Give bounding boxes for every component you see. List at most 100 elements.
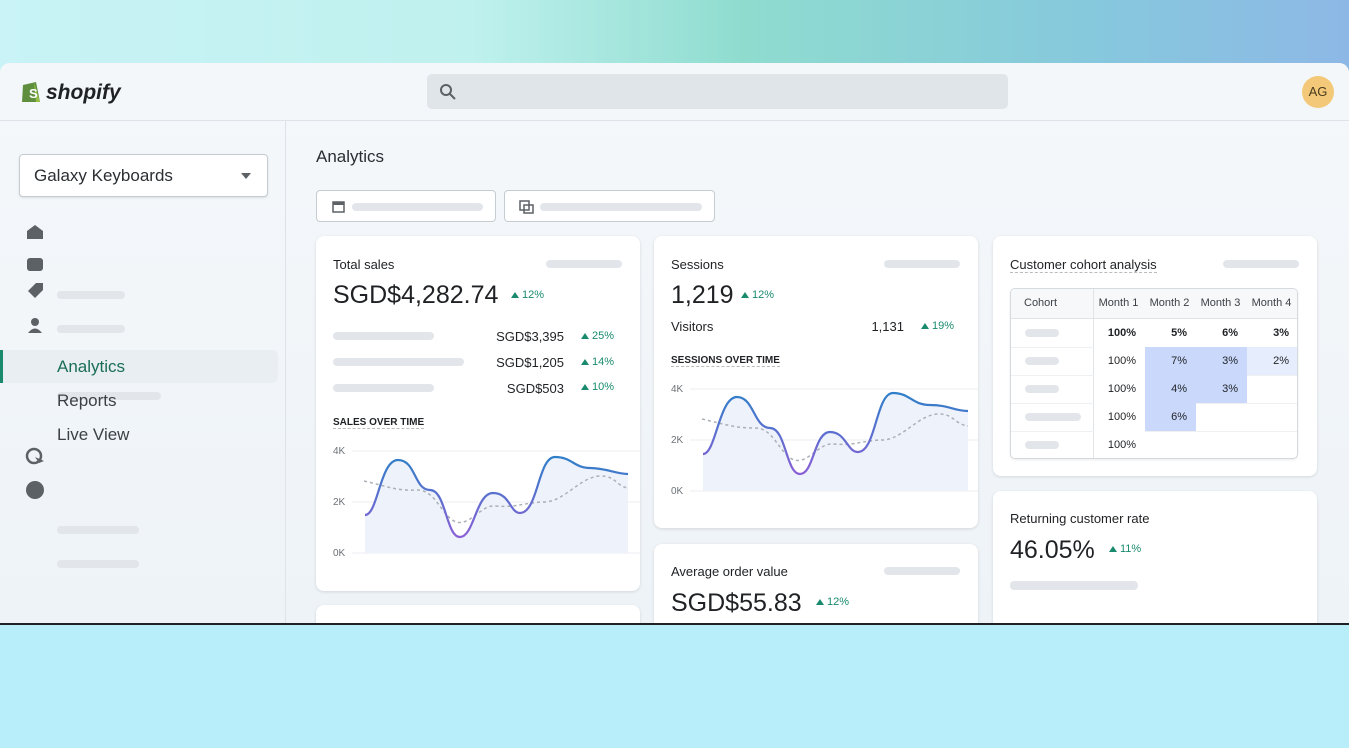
- app-window: S shopify AG Galaxy Keyboards Analytics …: [0, 63, 1349, 624]
- metric-change: 12%: [741, 289, 774, 301]
- metric-change: 12%: [511, 289, 544, 301]
- nav-placeholder: [57, 291, 125, 299]
- search-icon: [440, 84, 456, 100]
- visitors-change: 19%: [921, 320, 954, 332]
- nav-item[interactable]: Analytics: [57, 357, 126, 376]
- metric-value: 46.05%: [1010, 536, 1095, 564]
- nav-placeholder: [57, 325, 125, 333]
- cohort-cell: 100%: [1094, 431, 1145, 458]
- row-placeholder: [1025, 357, 1059, 365]
- visitors-value: 1,131: [871, 319, 904, 334]
- row-placeholder: [1025, 385, 1059, 393]
- compare-filter[interactable]: [504, 190, 715, 222]
- column-header: Month 2: [1144, 289, 1195, 318]
- cohort-cell: 6%: [1196, 319, 1247, 347]
- y-tick-label: 4K: [333, 446, 346, 457]
- metric-value: SGD$4,282.74: [333, 281, 499, 309]
- cohort-cell: 100%: [1094, 403, 1145, 431]
- avatar[interactable]: AG: [1302, 76, 1334, 108]
- row-change: 25%: [581, 330, 614, 342]
- sessions-card: Sessions 1,219 12% Visitors 1,131 19% SE…: [654, 236, 978, 528]
- row-value: SGD$1,205: [496, 355, 564, 370]
- dropdown-arrow: [241, 173, 251, 179]
- svg-text:S: S: [29, 86, 38, 101]
- logo: shopify: [46, 81, 121, 104]
- nav-item[interactable]: Reports: [57, 391, 117, 410]
- column-header: Cohort: [1011, 289, 1093, 318]
- cohort-cell: 3%: [1196, 347, 1247, 375]
- cohort-cell: 7%: [1145, 347, 1196, 375]
- search-bar[interactable]: [427, 74, 1008, 109]
- y-tick-label: 0K: [333, 548, 346, 559]
- row-placeholder: [1025, 413, 1081, 421]
- nav-placeholder: [57, 526, 139, 534]
- nav-active[interactable]: [0, 350, 278, 383]
- store-name: Galaxy Keyboards: [34, 166, 173, 185]
- row-placeholder: [1025, 329, 1059, 337]
- returning-card: Returning customer rate 46.05% 11%: [993, 491, 1317, 624]
- row-value: SGD$503: [506, 381, 564, 396]
- cohort-table: Cohort Month 1 Month 2 Month 3 Month 4 100% 5%…: [1010, 288, 1298, 459]
- aov-card: Average order value SGD$55.83 12%: [654, 544, 978, 624]
- cohort-cell: 3%: [1196, 375, 1247, 403]
- row-change: 10%: [581, 381, 614, 393]
- cohort-cell: 100%: [1094, 347, 1145, 375]
- cohort-cell: 5%: [1145, 319, 1196, 347]
- row-change: 14%: [581, 356, 614, 368]
- page-title: Analytics: [316, 147, 385, 166]
- chart-title: SALES OVER TIME: [333, 417, 425, 429]
- cohort-cell: 3%: [1247, 319, 1297, 347]
- metric-change: 12%: [816, 596, 849, 608]
- cohort-cell: 100%: [1094, 319, 1145, 347]
- nav-item[interactable]: Live View: [57, 425, 130, 444]
- divider: [0, 623, 1349, 625]
- sidebar: Galaxy Keyboards Analytics Reports Live …: [0, 121, 286, 624]
- card-title: Total sales: [333, 257, 395, 272]
- cohort-cell: 4%: [1145, 375, 1196, 403]
- y-tick-label: 2K: [671, 435, 684, 446]
- placeholder: [546, 260, 622, 268]
- header: S shopify AG: [0, 63, 1349, 121]
- date-filter[interactable]: [316, 190, 496, 222]
- visitors-label: Visitors: [671, 319, 714, 334]
- row-value: SGD$3,395: [496, 329, 564, 344]
- metric-change: 11%: [1109, 543, 1141, 555]
- placeholder: [333, 384, 434, 392]
- chart-title: SESSIONS OVER TIME: [671, 355, 780, 367]
- table-rule: [1011, 431, 1297, 432]
- metric-value: SGD$55.83: [671, 589, 802, 617]
- card-title: Customer cohort analysis: [1010, 257, 1157, 273]
- column-header: Month 4: [1246, 289, 1297, 318]
- store-select[interactable]: Galaxy Keyboards: [19, 154, 268, 197]
- sales-chart: [352, 450, 640, 554]
- cohort-cell: 100%: [1094, 375, 1145, 403]
- card-title: Returning customer rate: [1010, 511, 1150, 526]
- nav-placeholder: [57, 392, 161, 400]
- placeholder: [1010, 581, 1138, 590]
- placeholder: [884, 260, 960, 268]
- card-title: Sessions: [671, 257, 724, 272]
- y-tick-label: 4K: [671, 384, 684, 395]
- nav-placeholder: [57, 560, 139, 568]
- card-title: Average order value: [671, 564, 788, 579]
- placeholder: [1223, 260, 1299, 268]
- column-header: Month 3: [1195, 289, 1246, 318]
- table-rule: [1011, 318, 1297, 319]
- cohort-cell: 2%: [1247, 347, 1297, 375]
- logo-icon: S: [22, 82, 40, 102]
- y-tick-label: 2K: [333, 497, 346, 508]
- y-tick-label: 0K: [671, 486, 684, 497]
- column-header: Month 1: [1093, 289, 1144, 318]
- cohort-cell: 6%: [1145, 403, 1196, 431]
- sessions-chart: [690, 388, 978, 492]
- column-rule: [1093, 289, 1094, 458]
- cohort-card: Customer cohort analysis Cohort Month 1 Mo…: [993, 236, 1317, 476]
- placeholder: [884, 567, 960, 575]
- total-sales-card: Total sales SGD$4,282.74 12% SGD$3,395 2…: [316, 236, 640, 591]
- metric-value: 1,219: [671, 281, 734, 309]
- placeholder: [333, 358, 464, 366]
- row-placeholder: [1025, 441, 1059, 449]
- placeholder: [333, 332, 434, 340]
- card: [316, 605, 640, 624]
